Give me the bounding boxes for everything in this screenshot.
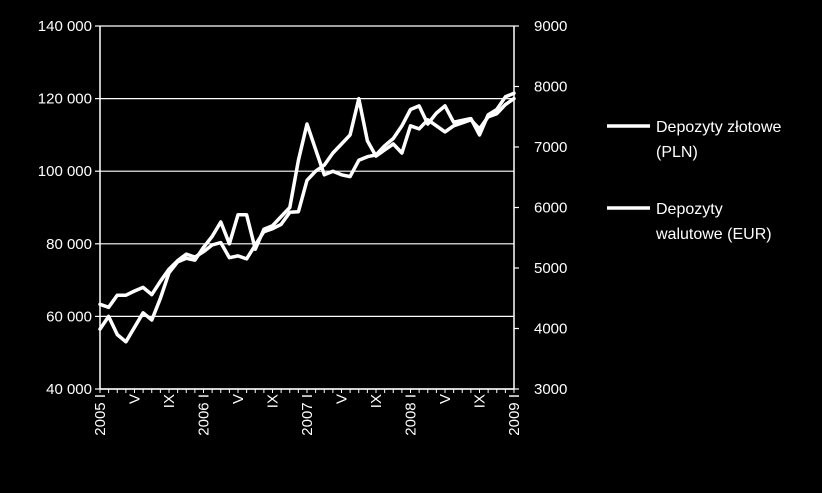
x-axis-tick-label: V (437, 394, 454, 404)
right-axis-tick-labels: 3000 4000 5000 6000 7000 8000 9000 (534, 18, 567, 398)
x-axis-tick-label: 2005 I (92, 394, 109, 436)
left-axis-tick-label: 40 000 (46, 381, 92, 398)
legend-label-eur-line2: walutowe (EUR) (655, 226, 772, 243)
x-axis-tick-label: IX (161, 394, 178, 408)
x-axis-tick-label: IX (265, 394, 282, 408)
axes (95, 25, 519, 393)
left-axis-tick-labels: 40 000 60 000 80 000 100 000 120 000 140 000 (38, 18, 92, 398)
x-axis-tick-label: 2006 I (196, 394, 213, 436)
right-axis-tick-label: 4000 (534, 321, 567, 338)
x-axis-tick-label: 2007 I (299, 394, 316, 436)
legend-label-pln-line2: (PLN) (656, 144, 698, 161)
legend-label-eur-line1: Depozyty (656, 201, 723, 218)
series-lines (98, 91, 516, 344)
left-axis-tick-label: 100 000 (38, 163, 92, 180)
right-axis-tick-label: 3000 (534, 381, 567, 398)
x-axis-tick-label: V (127, 394, 144, 404)
right-axis-tick-label: 5000 (534, 260, 567, 277)
x-axis-tick-label: V (230, 394, 247, 404)
series-line-pln (98, 91, 516, 344)
right-axis-tick-label: 6000 (534, 200, 567, 217)
legend: Depozyty złotowe (PLN) Depozyty walutowe… (607, 119, 781, 243)
x-axis-tick-label: 2008 I (403, 394, 420, 436)
x-axis-tick-labels: 2005 I V IX 2006 I V IX 2007 I V IX 2008 I V IX 2009… (92, 394, 523, 436)
right-axis-tick-label: 9000 (534, 18, 567, 35)
left-axis-tick-label: 80 000 (46, 236, 92, 253)
left-axis-tick-label: 60 000 (46, 308, 92, 325)
right-axis-tick-label: 7000 (534, 139, 567, 156)
x-axis-tick-label: IX (368, 394, 385, 408)
legend-label-pln-line1: Depozyty złotowe (656, 119, 781, 136)
series-line-eur (98, 96, 516, 310)
right-axis-tick-label: 8000 (534, 79, 567, 96)
x-axis-tick-label: V (334, 394, 351, 404)
left-axis-tick-label: 140 000 (38, 18, 92, 35)
x-axis-tick-label: 2009 I (506, 394, 523, 436)
left-axis-tick-label: 120 000 (38, 91, 92, 108)
gridlines (100, 25, 514, 390)
x-axis-tick-label: IX (472, 394, 489, 408)
